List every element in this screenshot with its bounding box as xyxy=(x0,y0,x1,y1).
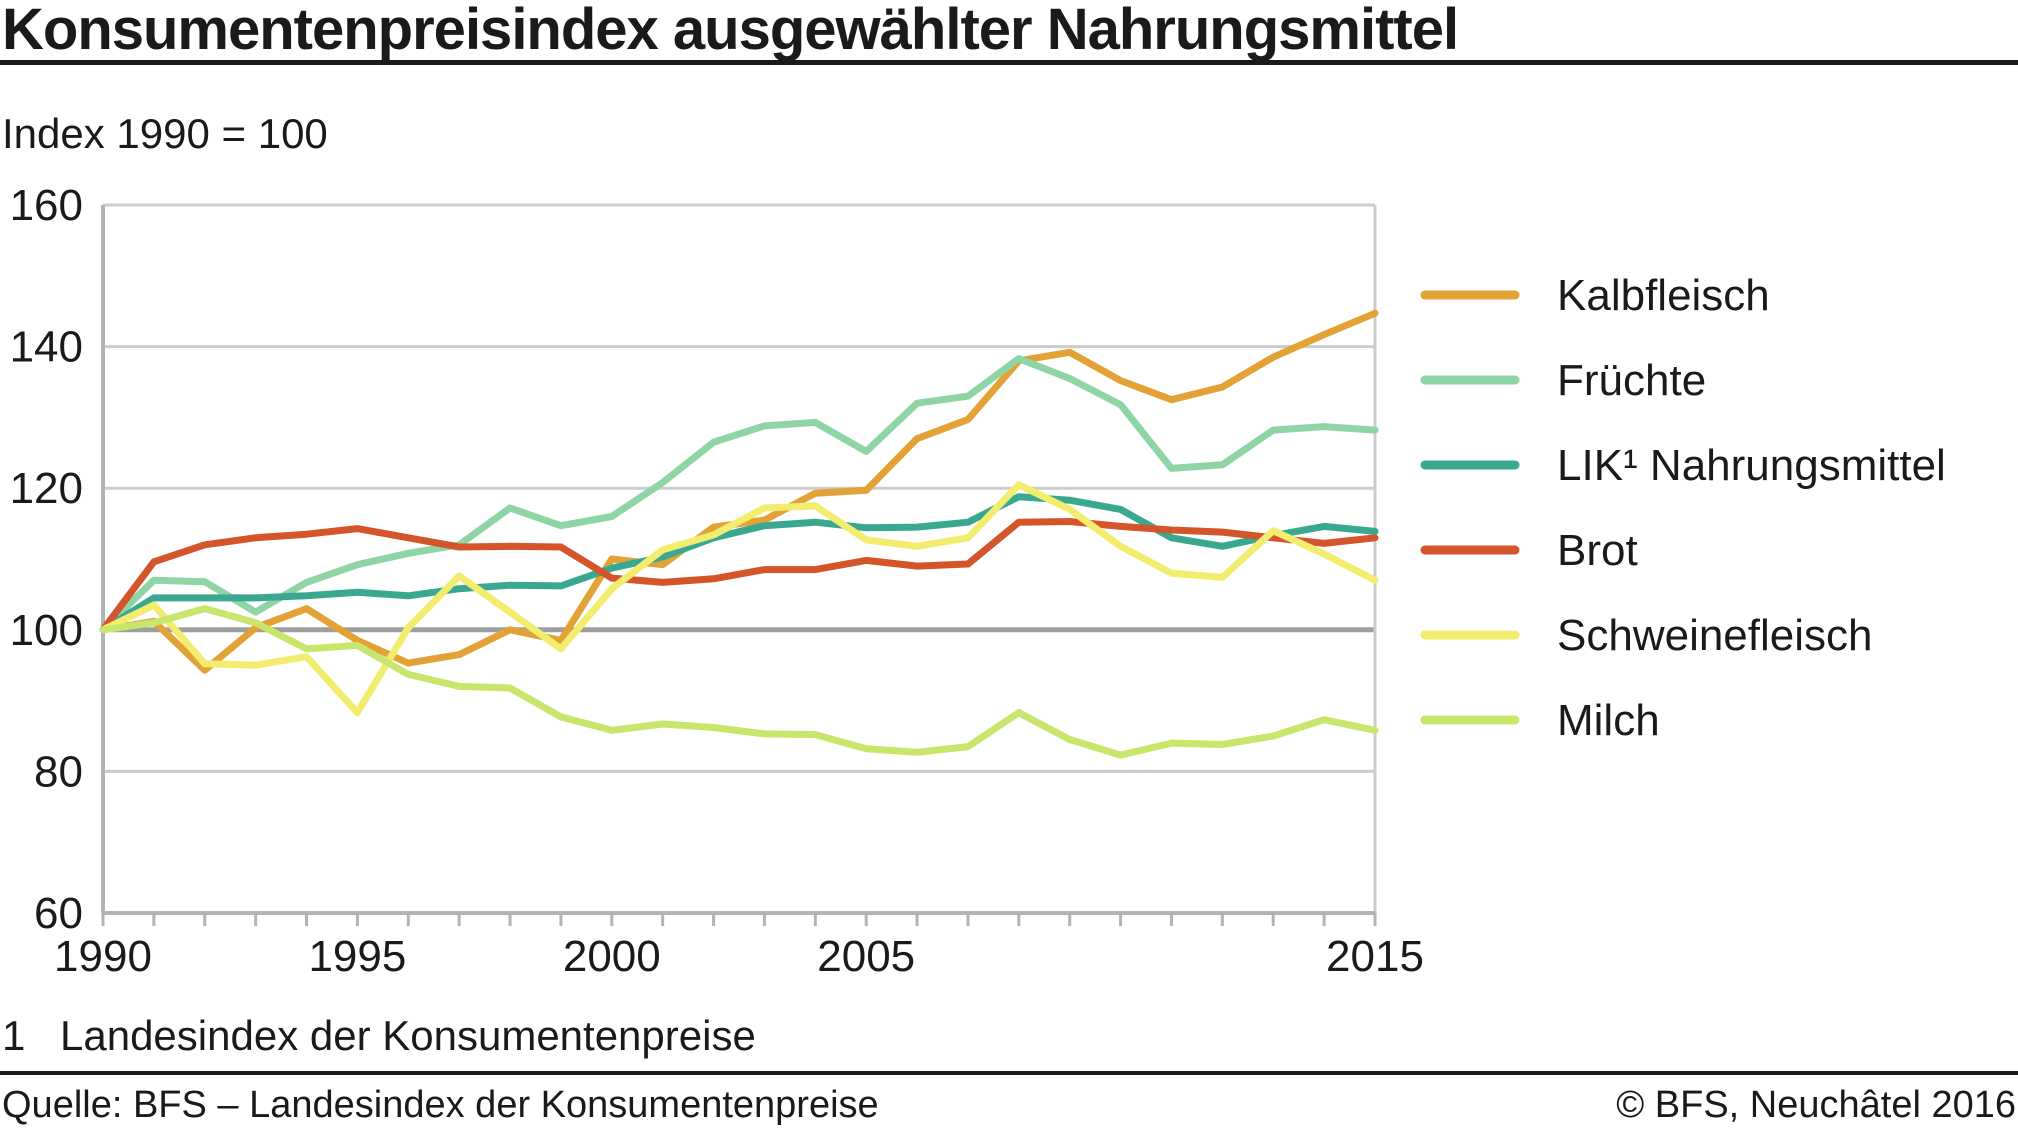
legend-label-5: Schweinefleisch xyxy=(1557,611,1873,660)
title-rule xyxy=(0,60,2018,65)
footnote-number: 1 xyxy=(2,1012,26,1059)
legend-label-2: Früchte xyxy=(1557,356,1706,405)
y-tick-label-160: 160 xyxy=(10,181,83,230)
y-tick-label-80: 80 xyxy=(34,747,83,796)
series-line-3 xyxy=(99,493,1379,634)
y-tick-label-140: 140 xyxy=(10,323,83,372)
x-tick-label-2015: 2015 xyxy=(1326,932,1424,981)
series-lines xyxy=(99,309,1379,759)
y-tick-label-120: 120 xyxy=(10,464,83,513)
series-line-1 xyxy=(99,309,1379,674)
y-tick-label-60: 60 xyxy=(34,889,83,938)
grid-lines xyxy=(103,203,1375,773)
tick-labels: 60 80 100 120 140 160 1990 1995 2000 2005 2015 xyxy=(10,181,1424,981)
axes xyxy=(101,203,1377,926)
chart-canvas: 60 80 100 120 140 160 1990 1995 2000 2005 2015 Kal… xyxy=(10,181,1946,981)
series-line-2 xyxy=(99,355,1379,634)
y-tick-label-100: 100 xyxy=(10,606,83,655)
copyright-note: © BFS, Neuchâtel 2016 xyxy=(1616,1084,2016,1126)
footnote: 1 Landesindex der Konsumentenpreise xyxy=(2,1012,756,1060)
footnote-text: Landesindex der Konsumentenpreise xyxy=(60,1012,756,1059)
series-line-6 xyxy=(99,605,1379,759)
legend-label-3: LIK¹ Nahrungsmittel xyxy=(1557,441,1946,490)
x-tick-label-2000: 2000 xyxy=(563,932,661,981)
legend-label-4: Brot xyxy=(1557,526,1638,575)
x-tick-label-1995: 1995 xyxy=(308,932,406,981)
x-tick-label-2005: 2005 xyxy=(817,932,915,981)
source-note: Quelle: BFS – Landesindex der Konsumente… xyxy=(2,1084,879,1126)
chart-title: Konsumentenpreisindex ausgewählter Nahru… xyxy=(2,0,1459,62)
series-line-5 xyxy=(99,481,1379,717)
legend-label-1: Kalbfleisch xyxy=(1557,271,1770,320)
y-axis-unit-label: Index 1990 = 100 xyxy=(2,110,328,157)
footer-rule xyxy=(0,1071,2018,1075)
x-tick-label-1990: 1990 xyxy=(54,932,152,981)
legend-label-6: Milch xyxy=(1557,696,1660,745)
series-line-4 xyxy=(99,518,1379,634)
legend: Kalbfleisch Früchte LIK¹ Nahrungsmittel Bro… xyxy=(1420,271,1946,745)
